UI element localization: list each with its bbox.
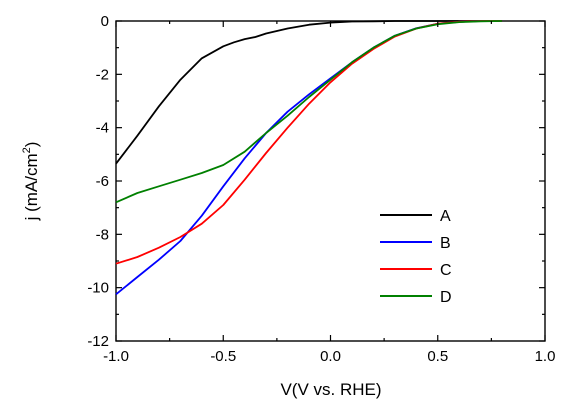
y-axis-title-main: j (mA/cm [22, 153, 41, 221]
y-axis-title-superscript: 2 [21, 147, 33, 153]
x-tick-label: -1.0 [103, 348, 129, 365]
x-axis-title: V(V vs. RHE) [280, 380, 381, 399]
axis-titles: V(V vs. RHE) j (mA/cm2) [21, 142, 382, 399]
series-lines [115, 20, 503, 295]
y-tick-label: -6 [96, 173, 109, 190]
y-tick-label: -10 [87, 280, 109, 297]
series-line-c [115, 20, 503, 265]
y-tick-label: -12 [87, 333, 109, 350]
x-tick-label: 1.0 [535, 348, 556, 365]
y-tick-label: -2 [96, 66, 109, 83]
y-axis-title: j (mA/cm2) [21, 142, 41, 222]
x-tick-label: -0.5 [210, 348, 236, 365]
series-line-b [115, 20, 503, 295]
x-tick-label: 0.5 [427, 348, 448, 365]
plot-frame [115, 20, 546, 342]
axis-ticks [115, 20, 546, 342]
y-axis-title-close: ) [22, 142, 41, 148]
legend-label-b: B [440, 235, 451, 252]
plot-area: -1.0 -0.5 0.0 0.5 1.0 0 -2 -4 -6 -8 -10 -12 [87, 13, 555, 365]
series-line-a [115, 20, 503, 165]
y-tick-label: -8 [96, 226, 109, 243]
series-line-d [115, 20, 503, 204]
x-tick-label: 0.0 [320, 348, 341, 365]
legend-label-c: C [440, 262, 452, 279]
y-tick-label: 0 [101, 13, 109, 30]
tick-labels: -1.0 -0.5 0.0 0.5 1.0 0 -2 -4 -6 -8 -10 -12 [87, 13, 555, 365]
legend-label-a: A [440, 208, 451, 225]
legend-label-d: D [440, 289, 452, 306]
y-tick-label: -4 [96, 120, 109, 137]
